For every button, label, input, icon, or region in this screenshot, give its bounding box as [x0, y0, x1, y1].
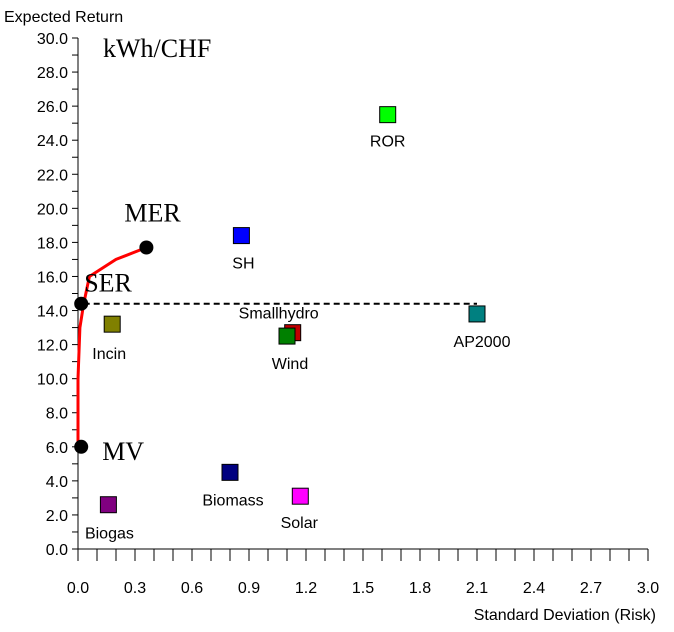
y-tick-label: 22.0 [37, 167, 68, 184]
data-point-label: Incin [92, 346, 126, 363]
data-point-label: SH [232, 256, 254, 273]
special-point-marker [74, 439, 89, 454]
x-tick-label: 2.7 [580, 580, 602, 597]
special-point-label: MV [102, 437, 144, 466]
data-point-label: ROR [370, 134, 406, 151]
data-point-label: Solar [281, 515, 319, 532]
y-tick-label: 8.0 [46, 406, 68, 423]
data-point-marker [278, 327, 296, 345]
data-point-label: Smallhydro [239, 306, 319, 323]
special-point-label: MER [124, 199, 181, 228]
y-tick-label: 30.0 [37, 31, 68, 48]
data-point-marker [232, 227, 250, 245]
special-point-marker [74, 296, 89, 311]
y-tick-label: 6.0 [46, 440, 68, 457]
y-tick-label: 0.0 [46, 542, 68, 559]
y-tick-label: 24.0 [37, 133, 68, 150]
axes: 0.0 2.0 4.0 6.0 8.0 10.0 12.0 14.0 16.0 18.0 20.0 2… [4, 9, 659, 624]
y-tick-label: 16.0 [37, 269, 68, 286]
x-tick-label: 0.9 [238, 580, 260, 597]
data-point-label: Biogas [85, 526, 134, 543]
data-point-marker [103, 315, 121, 333]
x-tick-label: 1.5 [352, 580, 374, 597]
special-points-group: MER SER MV [74, 199, 181, 466]
data-point-marker [99, 496, 117, 514]
x-tick-label: 1.2 [295, 580, 317, 597]
unit-label: kWh/CHF [103, 34, 211, 63]
y-tick-label: 26.0 [37, 99, 68, 116]
x-tick-label: 0.6 [181, 580, 203, 597]
data-point-label: AP2000 [454, 334, 511, 351]
x-axis-title: Standard Deviation (Risk) [474, 607, 656, 624]
data-point-marker [221, 463, 239, 481]
special-point-label: SER [84, 269, 132, 298]
y-tick-label: 18.0 [37, 235, 68, 252]
data-point-marker [291, 487, 309, 505]
y-tick-label: 14.0 [37, 304, 68, 321]
data-points-group: ROR SH AP2000 Smallhydro Wind Incin Biomass Sol… [85, 106, 511, 543]
data-point-marker [379, 106, 397, 124]
y-tick-label: 28.0 [37, 65, 68, 82]
x-tick-label: 3.0 [637, 580, 659, 597]
special-point-marker [139, 240, 154, 255]
data-point-marker [468, 305, 486, 323]
x-tick-label: 2.4 [523, 580, 545, 597]
y-axis-title: Expected Return [4, 9, 123, 26]
y-tick-label: 2.0 [46, 508, 68, 525]
y-tick-label: 10.0 [37, 372, 68, 389]
x-tick-label: 0.0 [67, 580, 89, 597]
y-tick-label: 12.0 [37, 338, 68, 355]
x-tick-label: 0.3 [124, 580, 146, 597]
data-point-label: Biomass [202, 492, 263, 509]
data-point-label: Wind [272, 356, 308, 373]
y-axis-ticks: 0.0 2.0 4.0 6.0 8.0 10.0 12.0 14.0 16.0 18.0 20.0 2… [37, 31, 78, 559]
y-tick-label: 20.0 [37, 201, 68, 218]
x-tick-label: 2.1 [466, 580, 488, 597]
y-tick-label: 4.0 [46, 474, 68, 491]
x-axis-ticks: 0.0 0.3 0.6 0.9 1.2 1.5 1.8 2.1 2.4 2.7 3.0 [67, 549, 659, 597]
x-tick-label: 1.8 [409, 580, 431, 597]
